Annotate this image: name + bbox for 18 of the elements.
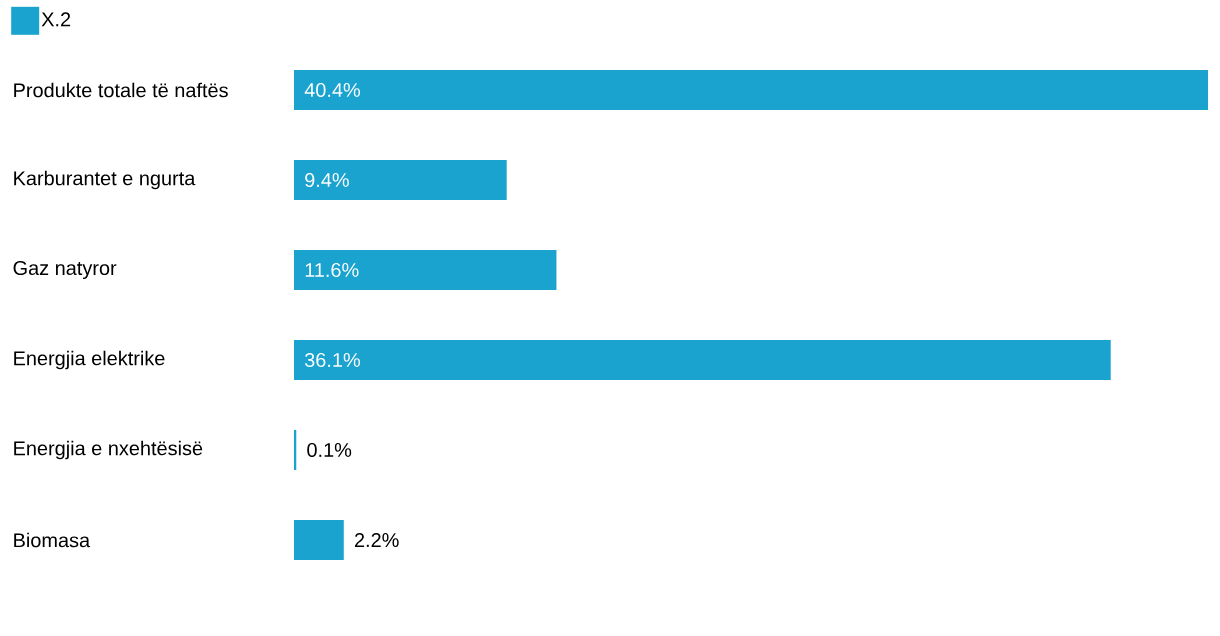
bar bbox=[294, 249, 557, 290]
bar bbox=[294, 69, 1209, 110]
data-label: 2.2% bbox=[354, 532, 399, 547]
y-tick-label: Energjia elektrike bbox=[14, 350, 165, 370]
y-tick-label: Gaz natyror bbox=[13, 260, 117, 280]
data-label: 9.4% bbox=[305, 172, 349, 188]
bar bbox=[294, 159, 507, 200]
data-label: 36.1% bbox=[304, 352, 360, 368]
bar bbox=[294, 339, 1111, 380]
data-label: 11.6% bbox=[305, 262, 359, 278]
data-label: 40.4% bbox=[304, 82, 360, 98]
y-tick-label: Produkte totale të naftës bbox=[14, 82, 228, 98]
legend-label: X.2 bbox=[41, 12, 71, 27]
y-tick-label: Biomasa bbox=[14, 532, 91, 548]
data-label: 0.1% bbox=[307, 442, 352, 458]
bar bbox=[294, 519, 344, 560]
y-tick-label: Karburantet e ngurta bbox=[14, 170, 196, 190]
y-tick-label: Energjia e nxehtësisë bbox=[14, 440, 203, 460]
